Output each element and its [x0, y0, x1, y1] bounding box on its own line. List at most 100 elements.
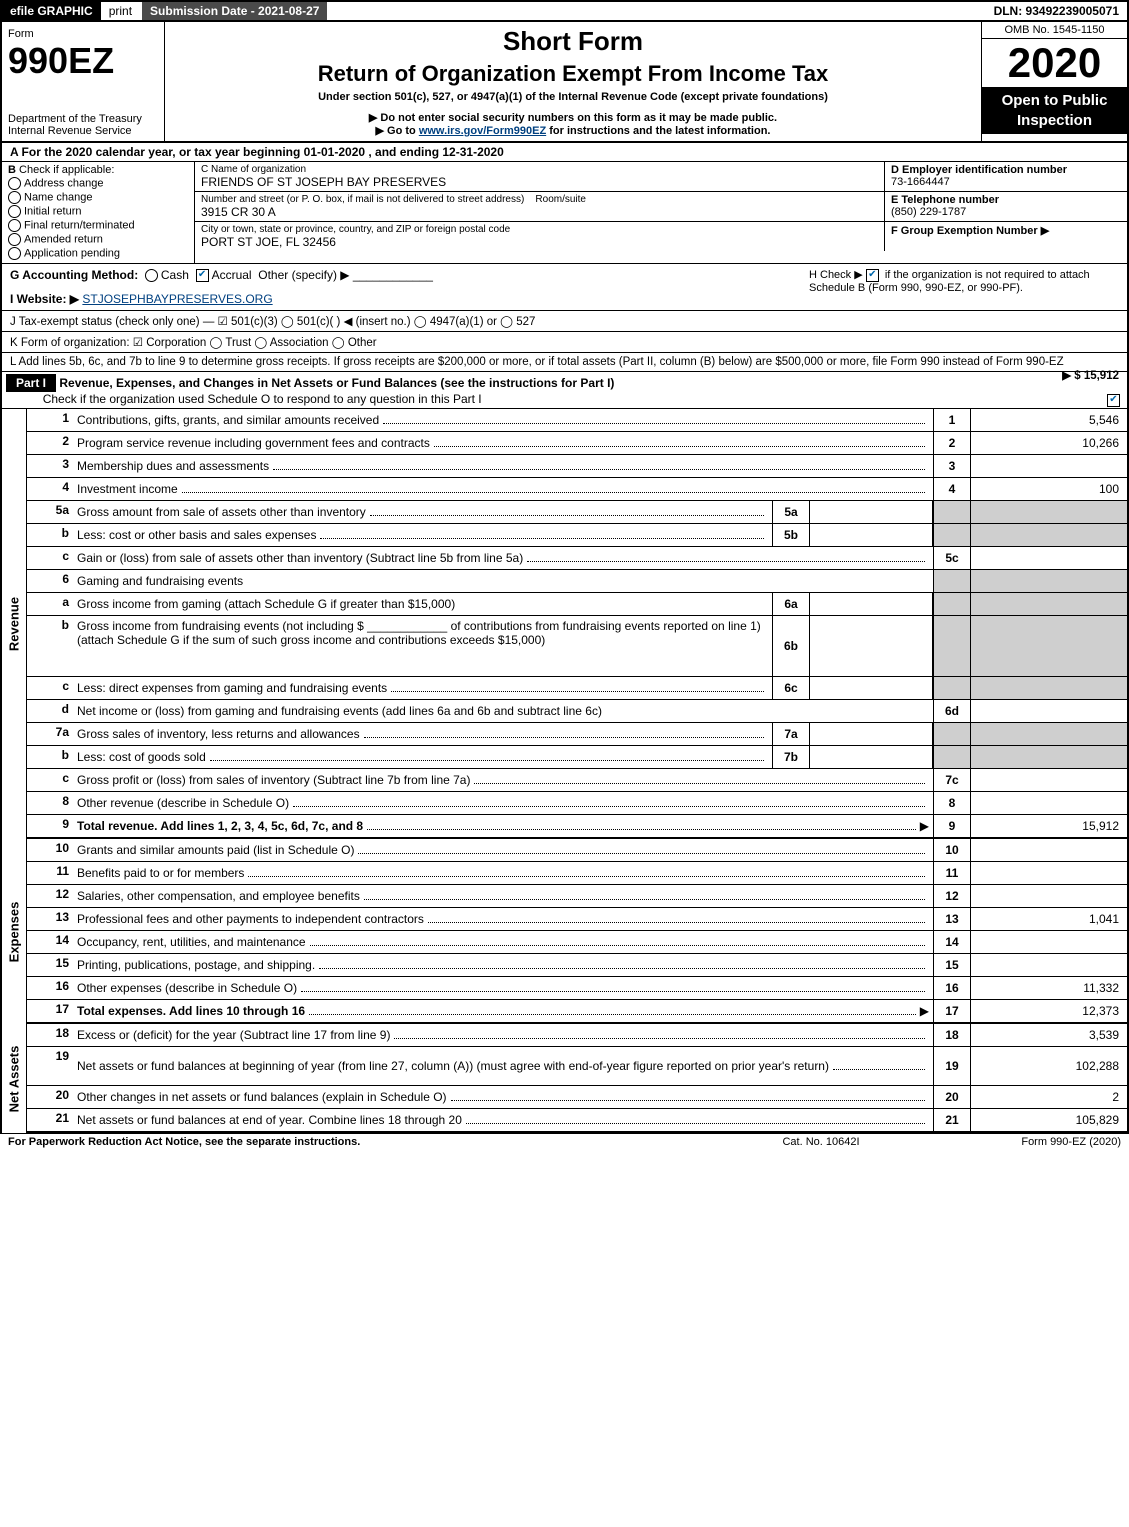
line-2-val: 10,266: [970, 432, 1127, 454]
line-20-val: 2: [970, 1086, 1127, 1108]
line-5c-val: [970, 547, 1127, 569]
line-9-num: 9: [933, 815, 970, 837]
line-21-desc: Net assets or fund balances at end of ye…: [77, 1113, 462, 1127]
line-7b-rval: [970, 746, 1127, 768]
line-15-val: [970, 954, 1127, 976]
line-6c-rlabel: [933, 677, 970, 699]
net-assets-tab: Net Assets: [0, 1024, 27, 1133]
h-text1: H Check ▶: [809, 269, 866, 281]
open-to-public: Open to Public Inspection: [982, 87, 1127, 134]
line-5a-rlabel: [933, 501, 970, 523]
print-link[interactable]: print: [101, 2, 140, 20]
top-spacer: [329, 2, 985, 20]
line-6-rval: [970, 570, 1127, 592]
box-c-label: C Name of organization: [201, 164, 878, 175]
line-6c-num: 6c: [772, 677, 810, 699]
line-11-num: 11: [933, 862, 970, 884]
line-7a-rval: [970, 723, 1127, 745]
line-3-val: [970, 455, 1127, 477]
omb-number: OMB No. 1545-1150: [982, 22, 1127, 39]
line-21-num: 21: [933, 1109, 970, 1131]
website-link[interactable]: STJOSEPHBAYPRESERVES.ORG: [82, 292, 272, 306]
line-15-desc: Printing, publications, postage, and shi…: [77, 958, 315, 972]
irs-link[interactable]: www.irs.gov/Form990EZ: [419, 125, 546, 137]
part1-header: Part I Revenue, Expenses, and Changes in…: [0, 372, 1129, 409]
line-l: L Add lines 5b, 6c, and 7b to line 9 to …: [0, 353, 1129, 372]
efile-label: efile GRAPHIC: [2, 2, 101, 20]
box-e-label: E Telephone number: [891, 194, 999, 206]
line-5a-desc: Gross amount from sale of assets other t…: [77, 505, 366, 519]
expenses-tab: Expenses: [0, 839, 27, 1024]
g-label: G Accounting Method:: [10, 268, 138, 282]
ein-value: 73-1664447: [891, 176, 1121, 188]
revenue-section: Revenue 1Contributions, gifts, grants, a…: [0, 409, 1129, 839]
line-13-val: 1,041: [970, 908, 1127, 930]
part1-schedule-o-check[interactable]: [1107, 394, 1120, 407]
line-6a-val: [810, 593, 933, 615]
line-16-num: 16: [933, 977, 970, 999]
line-6b-rlabel: [933, 616, 970, 676]
line-17-desc: Total expenses. Add lines 10 through 16: [77, 1004, 305, 1018]
line-3-num: 3: [933, 455, 970, 477]
g-accrual-check[interactable]: [196, 269, 209, 282]
line-a-tax-year: A For the 2020 calendar year, or tax yea…: [0, 143, 1129, 162]
chk-final-return[interactable]: Final return/terminated: [8, 219, 188, 232]
chk-initial-return[interactable]: Initial return: [8, 205, 188, 218]
line-5c-desc: Gain or (loss) from sale of assets other…: [77, 551, 523, 565]
line-14-val: [970, 931, 1127, 953]
chk-address-change[interactable]: Address change: [8, 177, 188, 190]
line-5b-num: 5b: [772, 524, 810, 546]
line-7a-val: [810, 723, 933, 745]
line-1-val: 5,546: [970, 409, 1127, 431]
line-2-desc: Program service revenue including govern…: [77, 436, 430, 450]
line-6c-val: [810, 677, 933, 699]
form-word: Form: [8, 28, 34, 40]
line-12-desc: Salaries, other compensation, and employ…: [77, 889, 360, 903]
g-cash: Cash: [161, 268, 189, 282]
title-short-form: Short Form: [173, 26, 973, 57]
line-12-val: [970, 885, 1127, 907]
line-17-num: 17: [933, 1000, 970, 1022]
line-k: K Form of organization: ☑ Corporation ◯ …: [0, 332, 1129, 353]
line-6a-rval: [970, 593, 1127, 615]
chk-application-pending[interactable]: Application pending: [8, 247, 188, 260]
line-6d-num: 6d: [933, 700, 970, 722]
line-19-val: 102,288: [970, 1047, 1127, 1085]
line-7c-desc: Gross profit or (loss) from sales of inv…: [77, 773, 470, 787]
h-checkbox[interactable]: [866, 269, 879, 282]
line-4-val: 100: [970, 478, 1127, 500]
line-5b-rlabel: [933, 524, 970, 546]
instructions-link-row: ▶ Go to www.irs.gov/Form990EZ for instru…: [173, 124, 973, 137]
line-12-num: 12: [933, 885, 970, 907]
line-2-num: 2: [933, 432, 970, 454]
g-cash-radio[interactable]: [145, 269, 158, 282]
box-h: H Check ▶ if the organization is not req…: [809, 268, 1119, 306]
line-6b-rval: [970, 616, 1127, 676]
dept-irs: Internal Revenue Service: [8, 125, 158, 137]
chk-name-change[interactable]: Name change: [8, 191, 188, 204]
form-header: Form 990EZ Department of the Treasury In…: [0, 20, 1129, 143]
line-8-desc: Other revenue (describe in Schedule O): [77, 796, 289, 810]
line-5a-num: 5a: [772, 501, 810, 523]
box-b: B Check if applicable: Address change Na…: [2, 162, 195, 263]
city-label: City or town, state or province, country…: [201, 224, 878, 235]
phone-value: (850) 229-1787: [891, 206, 1121, 218]
submission-date: Submission Date - 2021-08-27: [140, 2, 329, 20]
entity-block: B Check if applicable: Address change Na…: [0, 162, 1129, 264]
header-left: Form 990EZ Department of the Treasury In…: [2, 22, 165, 141]
line-6-desc: Gaming and fundraising events: [77, 574, 243, 588]
line-18-desc: Excess or (deficit) for the year (Subtra…: [77, 1028, 390, 1042]
chk-amended-return[interactable]: Amended return: [8, 233, 188, 246]
tax-year: 2020: [982, 39, 1127, 87]
line-7c-val: [970, 769, 1127, 791]
line-9-desc: Total revenue. Add lines 1, 2, 3, 4, 5c,…: [77, 819, 363, 833]
line-7b-val: [810, 746, 933, 768]
line-7b-rlabel: [933, 746, 970, 768]
link-prefix: ▶ Go to: [376, 125, 419, 137]
line-10-num: 10: [933, 839, 970, 861]
line-6d-desc: Net income or (loss) from gaming and fun…: [77, 704, 602, 718]
line-6b-val: [810, 616, 933, 676]
line-8-num: 8: [933, 792, 970, 814]
box-g: G Accounting Method: Cash Accrual Other …: [10, 268, 809, 306]
line-6b-desc1: Gross income from fundraising events (no…: [77, 619, 364, 633]
